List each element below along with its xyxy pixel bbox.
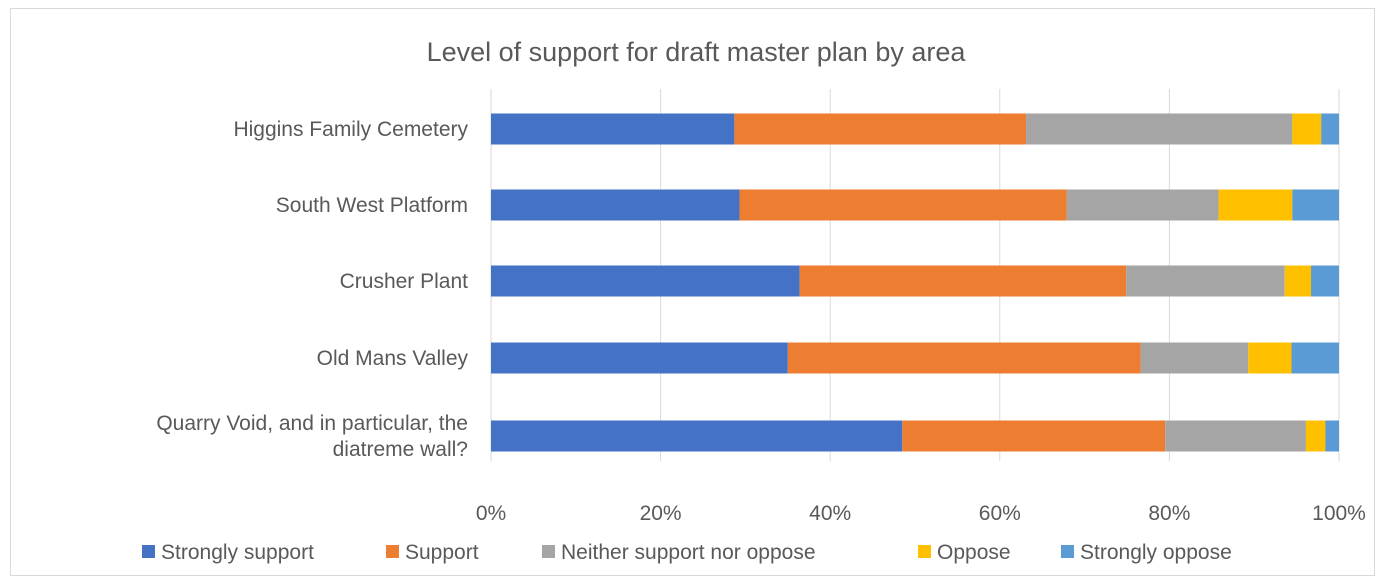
bar-segment [1165,420,1306,452]
legend-swatch [386,545,399,558]
legend-swatch [142,545,155,558]
x-tick-label: 0% [476,502,506,525]
bar-segment [799,265,1127,297]
bar-segment [902,420,1166,452]
legend-swatch [918,545,931,558]
bar-segment [491,342,788,374]
bar-segment [491,420,903,452]
bar-segment [1248,342,1292,374]
chart-title: Level of support for draft master plan b… [427,37,967,67]
bar-segment [1292,189,1339,221]
x-tick-label: 20% [640,502,682,525]
bar-segment [1311,265,1339,297]
category-label: South West Platform [276,194,468,217]
bar-segment [787,342,1141,374]
bar-segment [1026,113,1293,145]
bar-segment [1284,265,1312,297]
category-label: Old Mans Valley [317,347,469,370]
bar-segment [1321,113,1339,145]
bar-segment [1305,420,1326,452]
x-tick-label: 60% [979,502,1021,525]
category-label: Quarry Void, and in particular, the diatr… [156,412,468,461]
bar-segment [1291,342,1339,374]
bar-segment [1292,113,1322,145]
category-label: Higgins Family Cemetery [233,118,468,141]
bar-segment [491,265,800,297]
x-tick-label: 40% [809,502,851,525]
chart-frame: Level of support for draft master plan b… [10,8,1375,576]
bar-segment [1218,189,1293,221]
legend-label: Strongly oppose [1080,541,1232,564]
x-tick-label: 100% [1312,502,1366,525]
legend-label: Support [405,541,479,564]
legend-label: Neither support nor oppose [561,541,816,564]
legend: Strongly support Support Neither support n… [142,541,1232,564]
category-label: Crusher Plant [340,270,469,293]
legend-label: Oppose [937,541,1011,564]
bar-segment [734,113,1027,145]
bar-segment [1126,265,1285,297]
legend-swatch [1061,545,1074,558]
x-tick-labels: 0% 20% 40% 60% 80% 100% [476,502,1366,525]
bar-segment [491,113,735,145]
bar-segment [1140,342,1249,374]
bar-segment [739,189,1067,221]
legend-swatch [542,545,555,558]
bar-segment [491,189,740,221]
x-tick-label: 80% [1148,502,1190,525]
stacked-bar-chart: Level of support for draft master plan b… [142,37,1366,564]
legend-label: Strongly support [161,541,314,564]
bar-segment [1325,420,1339,452]
bar-segment [1066,189,1219,221]
bars [491,113,1339,452]
category-labels: Higgins Family Cemetery South West Platfo… [156,118,468,461]
